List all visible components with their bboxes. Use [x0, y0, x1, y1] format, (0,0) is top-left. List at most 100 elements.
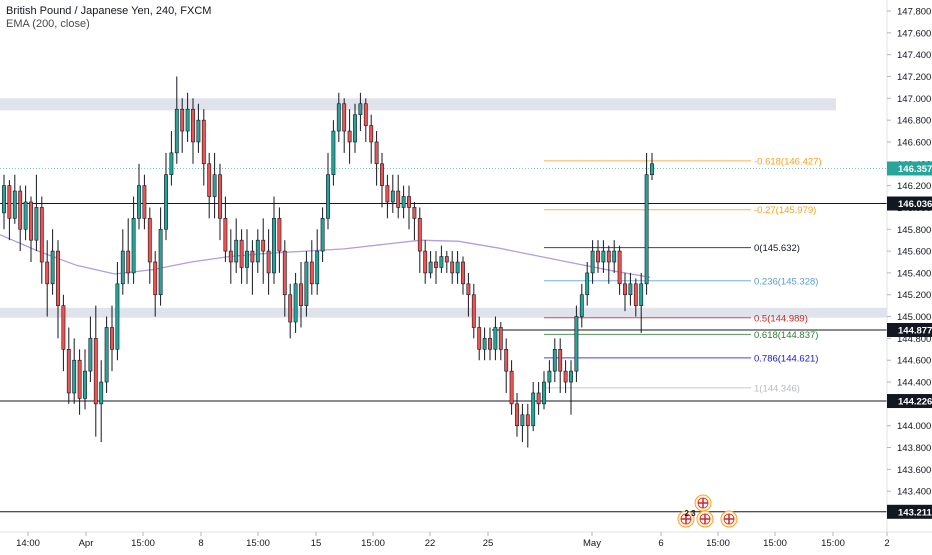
candle[interactable]	[369, 114, 374, 164]
price-zone[interactable]	[0, 98, 836, 111]
candle[interactable]	[401, 185, 406, 219]
candle[interactable]	[250, 240, 255, 295]
symbol-title[interactable]: British Pound / Japanese Yen, 240, FXCM	[6, 5, 212, 17]
candle[interactable]	[191, 98, 195, 164]
candle[interactable]	[218, 163, 222, 241]
candle[interactable]	[542, 371, 546, 410]
candle[interactable]	[66, 327, 71, 404]
candle[interactable]	[509, 360, 514, 415]
price-zone[interactable]	[0, 307, 887, 318]
candle[interactable]	[434, 251, 438, 284]
candle[interactable]	[201, 109, 206, 186]
candle[interactable]	[504, 338, 509, 393]
candle[interactable]	[228, 229, 233, 284]
candle[interactable]	[644, 152, 649, 295]
candle[interactable]	[412, 201, 417, 241]
candle[interactable]	[77, 349, 82, 415]
candle[interactable]	[536, 382, 541, 415]
candle[interactable]	[185, 92, 190, 142]
candle[interactable]	[164, 152, 168, 241]
candle[interactable]	[56, 240, 60, 339]
candle[interactable]	[174, 76, 179, 164]
candle[interactable]	[223, 196, 228, 262]
candle[interactable]	[558, 338, 563, 393]
candle[interactable]	[628, 272, 633, 306]
candle[interactable]	[482, 327, 487, 361]
candle[interactable]	[477, 316, 482, 361]
candle[interactable]	[585, 262, 590, 306]
candle[interactable]	[61, 294, 66, 372]
ema-indicator-label[interactable]: EMA (200, close)	[6, 18, 90, 30]
candle[interactable]	[245, 229, 249, 284]
candle[interactable]	[363, 98, 368, 142]
candle[interactable]	[266, 229, 271, 295]
candle[interactable]	[547, 360, 552, 393]
candle[interactable]	[207, 152, 212, 219]
candle[interactable]	[552, 338, 557, 383]
candle[interactable]	[234, 218, 239, 273]
candle[interactable]	[93, 305, 98, 437]
candle[interactable]	[147, 207, 152, 284]
candle[interactable]	[293, 272, 298, 333]
candle[interactable]	[255, 229, 260, 273]
candle[interactable]	[196, 103, 201, 153]
event-flag[interactable]	[677, 510, 695, 528]
candle[interactable]	[331, 120, 336, 186]
candle[interactable]	[320, 207, 325, 262]
candle[interactable]	[358, 92, 363, 132]
candle[interactable]	[439, 245, 444, 273]
candle[interactable]	[7, 180, 12, 241]
candle[interactable]	[29, 196, 33, 262]
candle[interactable]	[115, 262, 120, 361]
candle[interactable]	[396, 174, 401, 219]
candle[interactable]	[633, 278, 638, 317]
candle[interactable]	[617, 245, 622, 295]
candle[interactable]	[110, 305, 114, 372]
candle[interactable]	[623, 272, 627, 312]
candle[interactable]	[488, 327, 492, 361]
candle[interactable]	[72, 338, 77, 404]
candle[interactable]	[39, 196, 44, 284]
candle[interactable]	[120, 229, 125, 295]
candle[interactable]	[596, 240, 600, 273]
candle[interactable]	[239, 229, 244, 284]
candle[interactable]	[50, 229, 55, 295]
candle[interactable]	[336, 92, 341, 142]
event-flag[interactable]	[696, 510, 714, 528]
candle[interactable]	[104, 316, 109, 393]
candle[interactable]	[390, 174, 395, 213]
candle[interactable]	[520, 403, 525, 443]
candle[interactable]	[180, 98, 185, 153]
candle[interactable]	[455, 251, 460, 284]
candle[interactable]	[131, 196, 136, 284]
candle[interactable]	[158, 207, 163, 306]
candle[interactable]	[99, 360, 104, 443]
candle[interactable]	[137, 163, 141, 230]
candle[interactable]	[45, 240, 50, 317]
candle[interactable]	[353, 103, 357, 153]
candle[interactable]	[34, 174, 39, 252]
candle[interactable]	[309, 240, 314, 295]
candle[interactable]	[380, 152, 384, 208]
candle[interactable]	[407, 185, 411, 230]
candle[interactable]	[574, 305, 579, 383]
candle[interactable]	[590, 240, 595, 284]
candle[interactable]	[461, 256, 465, 295]
candle[interactable]	[299, 262, 303, 328]
candle[interactable]	[428, 251, 433, 279]
candle[interactable]	[563, 360, 568, 393]
candle[interactable]	[282, 240, 287, 317]
candle[interactable]	[12, 174, 17, 224]
candle[interactable]	[18, 185, 23, 252]
candle[interactable]	[466, 272, 471, 317]
candle[interactable]	[347, 109, 352, 164]
candle[interactable]	[83, 349, 87, 410]
candle[interactable]	[531, 382, 536, 432]
candle[interactable]	[126, 218, 131, 284]
candle[interactable]	[304, 251, 309, 317]
candle[interactable]	[326, 152, 330, 230]
candle[interactable]	[525, 403, 530, 448]
candle[interactable]	[288, 283, 293, 339]
candle[interactable]	[2, 174, 6, 230]
